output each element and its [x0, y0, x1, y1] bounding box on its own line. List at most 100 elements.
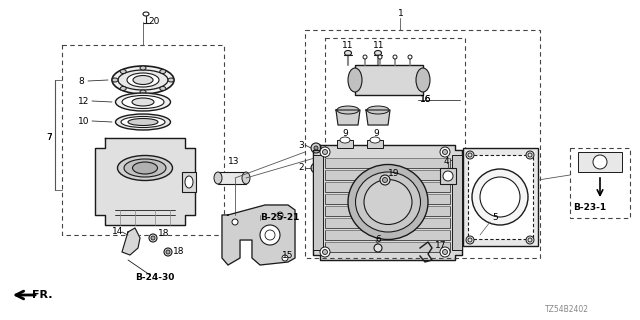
Ellipse shape: [160, 86, 166, 91]
Circle shape: [480, 177, 520, 217]
Text: 9: 9: [342, 129, 348, 138]
Circle shape: [320, 147, 330, 157]
Polygon shape: [122, 228, 140, 255]
Bar: [337, 140, 353, 148]
Circle shape: [323, 149, 328, 155]
Text: 5: 5: [492, 213, 498, 222]
Bar: [325, 158, 450, 168]
Ellipse shape: [363, 55, 367, 59]
Ellipse shape: [378, 55, 382, 59]
Text: TZ54B2402: TZ54B2402: [545, 306, 589, 315]
Ellipse shape: [408, 55, 412, 59]
Ellipse shape: [337, 106, 359, 114]
Bar: [325, 38, 465, 160]
Text: 7: 7: [46, 133, 52, 142]
Bar: [578, 152, 622, 172]
Text: 18: 18: [158, 228, 170, 237]
Ellipse shape: [348, 68, 362, 92]
Text: B-23-1: B-23-1: [573, 204, 606, 212]
Circle shape: [380, 175, 390, 185]
Circle shape: [526, 151, 534, 159]
Ellipse shape: [364, 180, 412, 225]
Text: 10: 10: [78, 116, 90, 125]
Bar: [305, 30, 540, 258]
Text: 11: 11: [373, 42, 385, 51]
Ellipse shape: [115, 114, 170, 130]
Text: B-25-21: B-25-21: [260, 213, 300, 222]
Circle shape: [149, 234, 157, 242]
Circle shape: [282, 255, 288, 261]
Text: 1: 1: [398, 9, 404, 18]
Text: B-24-30: B-24-30: [135, 273, 174, 282]
Bar: [468, 155, 533, 239]
Circle shape: [440, 247, 450, 257]
Bar: [570, 148, 630, 218]
Ellipse shape: [340, 137, 350, 143]
Polygon shape: [366, 110, 390, 125]
Ellipse shape: [367, 106, 389, 114]
Ellipse shape: [132, 162, 157, 174]
Ellipse shape: [348, 164, 428, 239]
Text: 4: 4: [444, 157, 450, 166]
Ellipse shape: [112, 66, 174, 94]
Circle shape: [260, 225, 280, 245]
Text: 17: 17: [435, 241, 447, 250]
Bar: [313, 155, 323, 250]
Text: 8: 8: [78, 76, 84, 85]
Circle shape: [166, 250, 170, 254]
Circle shape: [164, 248, 172, 256]
Text: 16: 16: [420, 95, 431, 105]
Ellipse shape: [140, 90, 146, 94]
Bar: [440, 168, 456, 184]
Text: 19: 19: [388, 169, 399, 178]
Circle shape: [383, 178, 387, 182]
Ellipse shape: [143, 12, 149, 16]
Circle shape: [320, 247, 330, 257]
Ellipse shape: [115, 93, 170, 111]
Ellipse shape: [128, 118, 158, 125]
Ellipse shape: [120, 86, 126, 91]
Circle shape: [466, 151, 474, 159]
Ellipse shape: [118, 156, 173, 180]
Ellipse shape: [124, 159, 166, 177]
Text: 13: 13: [228, 157, 239, 166]
Text: 14: 14: [112, 228, 124, 236]
Bar: [325, 242, 450, 252]
Bar: [62, 45, 224, 235]
Ellipse shape: [185, 176, 193, 188]
Ellipse shape: [355, 172, 420, 232]
Text: 3: 3: [298, 140, 304, 149]
Text: 2: 2: [298, 164, 304, 172]
Circle shape: [442, 250, 447, 254]
Circle shape: [314, 166, 318, 170]
Bar: [218, 172, 246, 184]
Text: 18: 18: [173, 247, 184, 257]
Bar: [463, 148, 538, 246]
Circle shape: [593, 155, 607, 169]
Ellipse shape: [112, 78, 118, 82]
Text: 12: 12: [78, 97, 90, 106]
Circle shape: [443, 171, 453, 181]
Circle shape: [314, 146, 318, 150]
Polygon shape: [222, 205, 295, 265]
Ellipse shape: [160, 69, 166, 74]
Ellipse shape: [120, 69, 126, 74]
Text: 11: 11: [342, 42, 353, 51]
Ellipse shape: [118, 70, 168, 90]
Circle shape: [526, 236, 534, 244]
Bar: [325, 230, 450, 240]
Ellipse shape: [214, 172, 222, 184]
Text: FR.: FR.: [32, 290, 52, 300]
Circle shape: [323, 250, 328, 254]
Ellipse shape: [416, 68, 430, 92]
Bar: [367, 140, 383, 148]
Ellipse shape: [242, 172, 250, 184]
Circle shape: [440, 147, 450, 157]
Polygon shape: [313, 145, 462, 260]
Polygon shape: [336, 110, 360, 125]
Circle shape: [442, 149, 447, 155]
Circle shape: [374, 244, 382, 252]
Bar: [325, 194, 450, 204]
Ellipse shape: [168, 78, 174, 82]
Bar: [452, 155, 462, 250]
